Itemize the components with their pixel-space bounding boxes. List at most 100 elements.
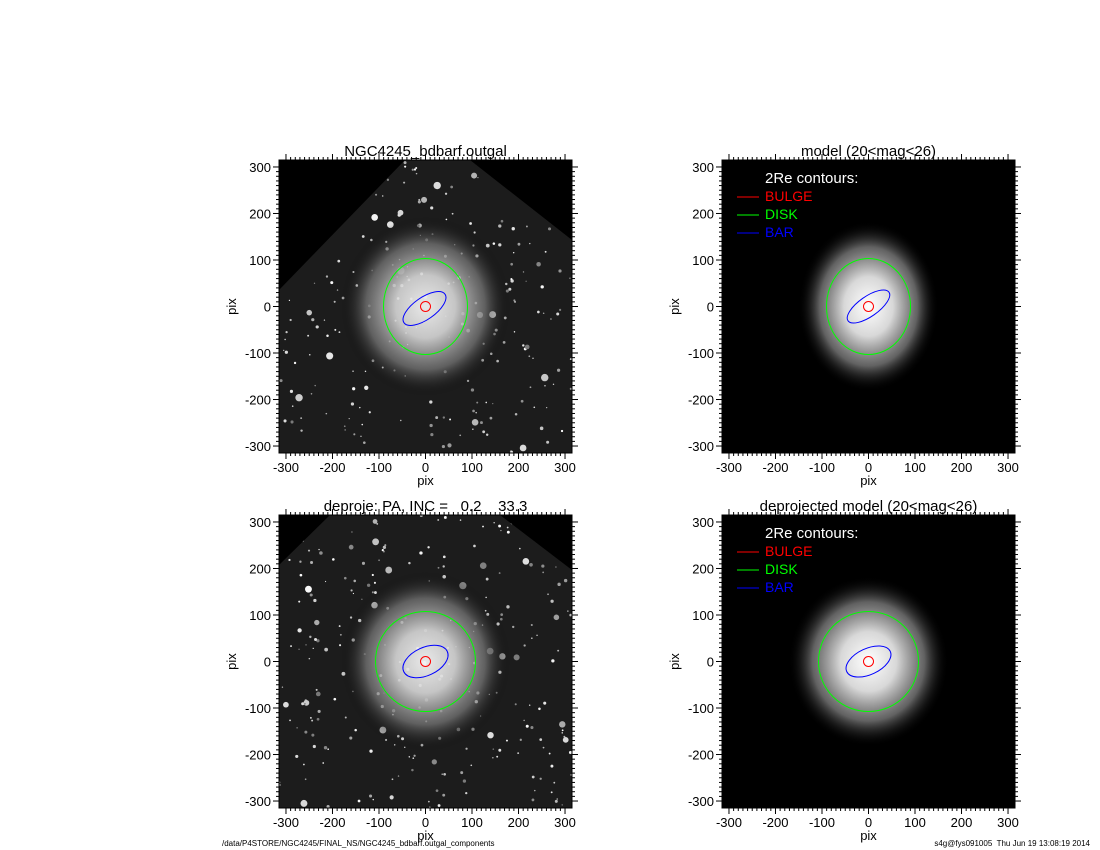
star bbox=[325, 275, 329, 278]
star bbox=[498, 524, 502, 528]
star bbox=[480, 421, 483, 425]
bar-contour bbox=[402, 644, 449, 679]
x-tick-label: -100 bbox=[809, 460, 835, 475]
star bbox=[531, 798, 535, 802]
y-tick-label: -300 bbox=[688, 439, 714, 454]
star bbox=[531, 775, 535, 779]
star bbox=[529, 242, 531, 245]
star bbox=[339, 633, 342, 636]
star bbox=[415, 172, 418, 175]
legend-label: BULGE bbox=[765, 543, 812, 559]
model-light bbox=[788, 576, 949, 747]
star bbox=[542, 312, 545, 314]
star bbox=[498, 748, 502, 752]
star bbox=[372, 798, 374, 801]
star bbox=[397, 775, 400, 777]
star bbox=[536, 261, 541, 267]
x-tick-label: 100 bbox=[461, 815, 483, 830]
star bbox=[343, 425, 346, 428]
star bbox=[361, 423, 364, 426]
star bbox=[366, 583, 371, 587]
star bbox=[311, 719, 314, 722]
bulge-contour bbox=[863, 301, 874, 312]
star bbox=[408, 561, 411, 565]
star bbox=[485, 433, 489, 436]
star bbox=[382, 545, 387, 550]
star bbox=[357, 799, 361, 803]
star bbox=[450, 185, 454, 189]
star bbox=[496, 359, 499, 363]
legend-label: BAR bbox=[765, 224, 794, 240]
star bbox=[304, 730, 308, 734]
star bbox=[381, 195, 384, 197]
star bbox=[314, 619, 320, 626]
star bbox=[412, 757, 415, 759]
star bbox=[306, 309, 313, 316]
star bbox=[309, 716, 312, 719]
star bbox=[300, 799, 308, 807]
star bbox=[550, 764, 554, 768]
y-tick-label: 300 bbox=[249, 515, 271, 530]
star bbox=[307, 334, 310, 337]
star bbox=[309, 593, 313, 597]
star bbox=[498, 572, 501, 574]
star bbox=[289, 389, 294, 393]
star bbox=[540, 285, 544, 289]
star bbox=[530, 623, 533, 627]
star bbox=[510, 279, 514, 283]
star bbox=[473, 544, 476, 548]
star bbox=[334, 328, 337, 331]
star bbox=[324, 647, 328, 652]
y-tick-label: -100 bbox=[688, 701, 714, 716]
star bbox=[301, 702, 305, 706]
x-tick-label: -300 bbox=[273, 815, 299, 830]
star bbox=[541, 373, 549, 382]
star bbox=[561, 729, 564, 732]
star bbox=[558, 269, 562, 273]
star bbox=[385, 566, 393, 574]
star bbox=[304, 778, 307, 781]
star bbox=[562, 736, 569, 743]
x-tick-label: 300 bbox=[554, 460, 576, 475]
star bbox=[553, 781, 556, 784]
star bbox=[309, 353, 311, 356]
x-axis-label: pix bbox=[860, 828, 877, 843]
star bbox=[451, 212, 454, 215]
legend-label: BULGE bbox=[765, 188, 812, 204]
star bbox=[373, 581, 376, 584]
star bbox=[300, 429, 303, 432]
y-tick-label: 0 bbox=[264, 300, 271, 315]
y-tick-label: 200 bbox=[249, 561, 271, 576]
y-tick-label: 100 bbox=[249, 253, 271, 268]
star bbox=[364, 385, 369, 390]
y-tick-label: 100 bbox=[692, 253, 714, 268]
star bbox=[305, 644, 307, 646]
star bbox=[343, 576, 347, 580]
star bbox=[293, 361, 297, 365]
x-tick-label: 200 bbox=[508, 460, 530, 475]
x-axis-label: pix bbox=[417, 473, 434, 488]
x-tick-label: 200 bbox=[951, 815, 973, 830]
panel-title: NGC4245_bdbarf.outgal bbox=[344, 143, 507, 160]
x-tick-label: -200 bbox=[762, 815, 788, 830]
star bbox=[489, 416, 493, 420]
star bbox=[525, 724, 529, 728]
star bbox=[551, 659, 555, 663]
star bbox=[519, 547, 521, 550]
star bbox=[297, 628, 302, 633]
legend-label: DISK bbox=[765, 206, 798, 222]
star bbox=[327, 748, 329, 750]
bulge-contour bbox=[863, 656, 874, 667]
star bbox=[561, 804, 563, 806]
star bbox=[442, 555, 446, 559]
star bbox=[506, 530, 510, 534]
star bbox=[437, 566, 440, 569]
star bbox=[364, 370, 367, 373]
star bbox=[550, 318, 552, 320]
x-tick-label: 200 bbox=[508, 815, 530, 830]
star bbox=[295, 393, 303, 402]
star bbox=[428, 800, 430, 803]
star bbox=[350, 589, 353, 592]
y-tick-label: 0 bbox=[264, 655, 271, 670]
x-axis-label: pix bbox=[860, 473, 877, 488]
